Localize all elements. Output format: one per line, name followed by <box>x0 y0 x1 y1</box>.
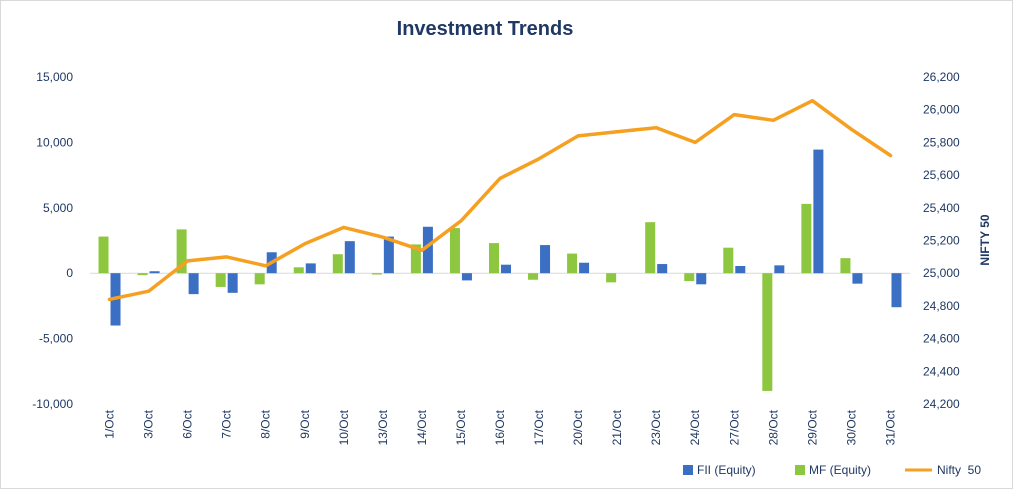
right-axis: 24,200 24,400 24,600 24,800 25,000 25,200 25,4… <box>923 70 960 411</box>
category-axis: 1/Oct 3/Oct 6/Oct 7/Oct 8/Oct 9/Oct 10/Oct 13/O… <box>103 409 898 445</box>
fii-bar <box>149 271 160 274</box>
right-tick-label: 26,000 <box>923 103 960 117</box>
right-tick-label: 24,400 <box>923 364 960 378</box>
fii-bar <box>579 262 590 274</box>
mf-bar <box>528 273 539 280</box>
category-label: 20/Oct <box>571 409 585 445</box>
mf-bar <box>567 253 578 274</box>
bar-series <box>98 149 902 391</box>
legend-nifty-label: Nifty 50 <box>937 463 981 477</box>
category-label: 31/Oct <box>883 409 897 445</box>
mf-bar <box>723 247 734 274</box>
category-label: 10/Oct <box>337 409 351 445</box>
fii-bar <box>501 264 511 274</box>
legend: FII (Equity) MF (Equity) Nifty 50 <box>683 463 981 477</box>
left-tick-label: 10,000 <box>36 135 73 149</box>
fii-bar <box>540 245 551 274</box>
mf-bar <box>606 273 617 283</box>
category-label: 27/Oct <box>727 409 741 445</box>
legend-fii-label: FII (Equity) <box>697 463 756 477</box>
category-label: 29/Oct <box>805 409 819 445</box>
category-label: 1/Oct <box>103 409 117 438</box>
mf-bar <box>137 273 148 276</box>
fii-bar <box>305 263 316 274</box>
category-label: 13/Oct <box>376 409 390 445</box>
right-tick-label: 26,200 <box>923 70 960 84</box>
fii-bar <box>422 226 433 274</box>
category-label: 9/Oct <box>298 409 312 438</box>
category-label: 21/Oct <box>610 409 624 445</box>
right-tick-label: 25,600 <box>923 168 960 182</box>
fii-bar <box>891 273 902 308</box>
category-label: 24/Oct <box>688 409 702 445</box>
left-tick-label: 0 <box>66 266 73 280</box>
mf-bar <box>489 243 499 274</box>
category-label: 8/Oct <box>259 409 273 438</box>
fii-bar <box>461 273 472 281</box>
category-label: 23/Oct <box>649 409 663 445</box>
fii-bar <box>344 241 355 274</box>
left-tick-label: -10,000 <box>32 397 73 411</box>
right-tick-label: 24,600 <box>923 332 960 346</box>
mf-bar <box>410 244 421 274</box>
chart-title: Investment Trends <box>397 18 574 40</box>
fii-bar <box>774 265 785 274</box>
mf-bar <box>449 228 460 274</box>
right-axis-label: NIFTY 50 <box>978 214 992 265</box>
mf-bar <box>98 236 109 274</box>
category-label: 14/Oct <box>415 409 429 445</box>
fii-bar <box>657 264 668 274</box>
fii-bar <box>735 266 746 274</box>
fii-bar <box>813 149 824 274</box>
right-tick-label: 24,200 <box>923 397 960 411</box>
category-label: 28/Oct <box>766 409 780 445</box>
category-label: 6/Oct <box>181 409 195 438</box>
line-series <box>107 98 893 302</box>
left-tick-label: 15,000 <box>36 70 73 84</box>
category-label: 16/Oct <box>493 409 507 445</box>
right-tick-label: 24,800 <box>923 299 960 313</box>
category-label: 30/Oct <box>844 409 858 445</box>
right-tick-label: 25,400 <box>923 201 960 215</box>
fii-bar <box>383 236 394 274</box>
mf-bar <box>215 273 226 287</box>
mf-bar <box>176 229 187 274</box>
mf-bar <box>801 203 812 274</box>
fii-bar <box>188 273 199 295</box>
category-label: 17/Oct <box>532 409 546 445</box>
mf-bar <box>293 267 304 274</box>
left-tick-label: 5,000 <box>43 201 73 215</box>
mf-bar <box>762 273 773 391</box>
category-label: 15/Oct <box>454 409 468 445</box>
category-label: 3/Oct <box>142 409 156 438</box>
right-tick-label: 25,200 <box>923 234 960 248</box>
fii-bar <box>852 273 863 284</box>
legend-mf-swatch <box>795 465 805 475</box>
mf-bar <box>254 273 265 285</box>
fii-bar <box>696 273 707 285</box>
mf-bar <box>332 254 343 274</box>
mf-bar <box>684 273 695 282</box>
fii-bar <box>227 273 238 293</box>
mf-bar <box>645 222 656 274</box>
left-tick-label: -5,000 <box>39 332 73 346</box>
right-tick-label: 25,000 <box>923 266 960 280</box>
legend-fii-swatch <box>683 465 693 475</box>
right-tick-label: 25,800 <box>923 135 960 149</box>
left-axis: -10,000 -5,000 0 5,000 10,000 15,000 <box>32 70 73 411</box>
nifty-line <box>107 98 893 302</box>
category-label: 7/Oct <box>220 409 234 438</box>
mf-bar <box>371 273 382 275</box>
mf-bar <box>840 258 851 274</box>
legend-mf-label: MF (Equity) <box>809 463 871 477</box>
